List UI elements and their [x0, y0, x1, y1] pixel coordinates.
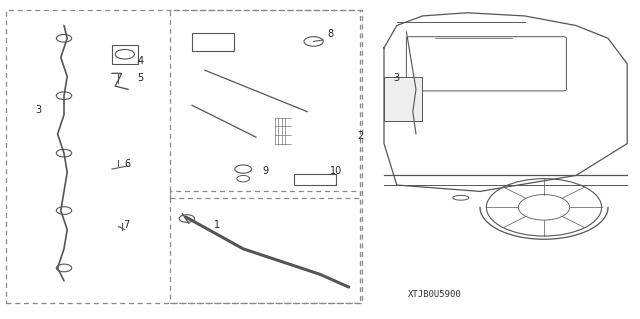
Text: 3: 3 — [35, 105, 42, 115]
Bar — [294, 174, 336, 185]
Text: 4: 4 — [138, 56, 144, 66]
Text: 3: 3 — [394, 73, 400, 83]
Bar — [192, 33, 234, 51]
Bar — [384, 77, 422, 121]
Text: 6: 6 — [125, 160, 131, 169]
Text: 1: 1 — [214, 220, 221, 230]
Bar — [112, 45, 138, 64]
Text: 10: 10 — [330, 166, 342, 176]
Text: 9: 9 — [262, 166, 269, 176]
Text: 5: 5 — [138, 73, 144, 83]
Text: 8: 8 — [328, 29, 334, 39]
Text: 7: 7 — [123, 220, 129, 230]
Text: 2: 2 — [357, 131, 364, 141]
Text: XTJB0U5900: XTJB0U5900 — [408, 290, 462, 299]
